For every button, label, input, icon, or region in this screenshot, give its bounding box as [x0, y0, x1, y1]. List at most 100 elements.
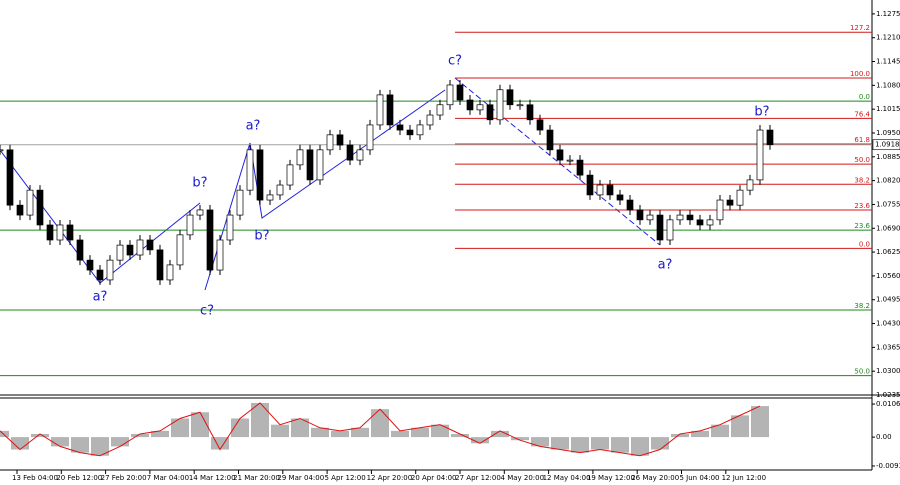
oscillator-bar: [71, 437, 89, 453]
oscillator-bar: [491, 430, 509, 438]
candle-body: [566, 159, 574, 162]
candle-body: [356, 149, 364, 161]
current-price-tag: [872, 139, 900, 151]
candle-body: [756, 129, 764, 181]
candle-body: [676, 214, 684, 221]
candle-body: [486, 104, 494, 121]
x-tick-label: 12 May 04:00: [543, 474, 591, 482]
candle-body: [426, 114, 434, 126]
candle-body: [226, 214, 234, 241]
oscillator-bar: [251, 402, 269, 438]
fib-level-label: 0.0: [859, 240, 870, 248]
oscillator-tick-label: 0.00: [876, 433, 892, 441]
fib-level-label: 76.4: [854, 110, 870, 118]
candle-body: [246, 149, 254, 191]
oscillator-bar: [451, 434, 469, 438]
candle-body: [26, 189, 34, 216]
candle-body: [96, 269, 104, 281]
candle-body: [376, 94, 384, 126]
x-tick-label: 5 Jun 04:00: [679, 474, 719, 482]
x-tick-label: 19 May 12:00: [587, 474, 635, 482]
candle-body: [726, 199, 734, 206]
oscillator-bar: [151, 430, 169, 438]
oscillator-bar: [0, 430, 9, 438]
candle-body: [46, 224, 54, 241]
x-tick-label: 12 Apr 20:00: [367, 474, 413, 482]
y-tick-label: 1.0820: [876, 177, 900, 185]
candle-body: [146, 239, 154, 251]
candle-body: [86, 259, 94, 271]
candle-body: [36, 189, 44, 226]
x-tick-label: 27 Apr 12:00: [455, 474, 501, 482]
oscillator-bar: [51, 437, 69, 447]
candle-body: [106, 259, 114, 281]
wave-label: a?: [658, 258, 673, 273]
oscillator-bar: [371, 409, 389, 438]
candle-body: [156, 249, 164, 281]
oscillator-bar: [431, 424, 449, 438]
oscillator-bar: [711, 424, 729, 438]
wave-label: c?: [448, 54, 462, 69]
candle-body: [336, 134, 344, 146]
oscillator-bar: [131, 434, 149, 438]
oscillator-bar: [671, 434, 689, 438]
oscillator-bar: [591, 437, 609, 450]
y-tick-label: 1.0365: [876, 343, 900, 351]
x-tick-label: 20 Apr 04:00: [411, 474, 457, 482]
candle-body: [326, 134, 334, 151]
candle-body: [686, 214, 694, 221]
oscillator-tick-label: 0.01065: [876, 400, 900, 408]
oscillator-bar: [651, 437, 669, 450]
oscillator-bar: [191, 412, 209, 438]
candle-body: [416, 124, 424, 136]
candle-body: [76, 239, 84, 261]
x-tick-label: 14 Mar 12:00: [189, 474, 236, 482]
candle-body: [766, 129, 774, 146]
wave-label: a?: [246, 119, 261, 134]
candle-body: [646, 214, 654, 221]
oscillator-bar: [611, 437, 629, 453]
candle-body: [166, 264, 174, 281]
x-tick-label: 20 Feb 12:00: [56, 474, 102, 482]
candle-body: [636, 209, 644, 221]
candle-body: [696, 219, 704, 226]
wave-label: b?: [254, 229, 269, 244]
fib-level-label: 100.0: [850, 70, 870, 78]
oscillator-bar: [271, 424, 289, 438]
candle-body: [746, 179, 754, 191]
fib-level-label: 38.2: [854, 302, 870, 310]
x-tick-label: 29 Mar 04:00: [277, 474, 324, 482]
x-tick-label: 5 Apr 12:00: [325, 474, 366, 482]
y-tick-label: 1.0235: [876, 391, 900, 399]
fib-level-label: 50.0: [854, 368, 870, 376]
candle-body: [346, 144, 354, 161]
oscillator-bar: [31, 434, 49, 438]
candle-body: [596, 184, 604, 196]
x-tick-label: 27 Feb 20:00: [101, 474, 147, 482]
candle-body: [56, 224, 64, 241]
y-tick-label: 1.1275: [876, 10, 900, 18]
oscillator-bar: [551, 437, 569, 450]
candle-body: [0, 149, 4, 152]
wave-label: a?: [93, 290, 108, 305]
wave-label: b?: [754, 105, 769, 120]
y-tick-label: 1.1210: [876, 34, 900, 42]
oscillator-bar: [751, 406, 769, 438]
candle-body: [706, 219, 714, 226]
x-tick-label: 12 Jun 12:00: [722, 474, 766, 482]
oscillator-bar: [691, 430, 709, 438]
oscillator-bar: [391, 430, 409, 438]
candle-body: [436, 104, 444, 116]
y-tick-label: 1.0560: [876, 272, 900, 280]
oscillator-bar: [91, 437, 109, 456]
y-tick-label: 1.0690: [876, 224, 900, 232]
x-tick-label: 26 May 20:00: [631, 474, 679, 482]
x-tick-label: 4 May 20:00: [501, 474, 545, 482]
y-tick-label: 1.0950: [876, 129, 900, 137]
y-tick-label: 1.0495: [876, 296, 900, 304]
candle-body: [516, 104, 524, 107]
candle-body: [736, 189, 744, 206]
candle-body: [276, 184, 284, 196]
